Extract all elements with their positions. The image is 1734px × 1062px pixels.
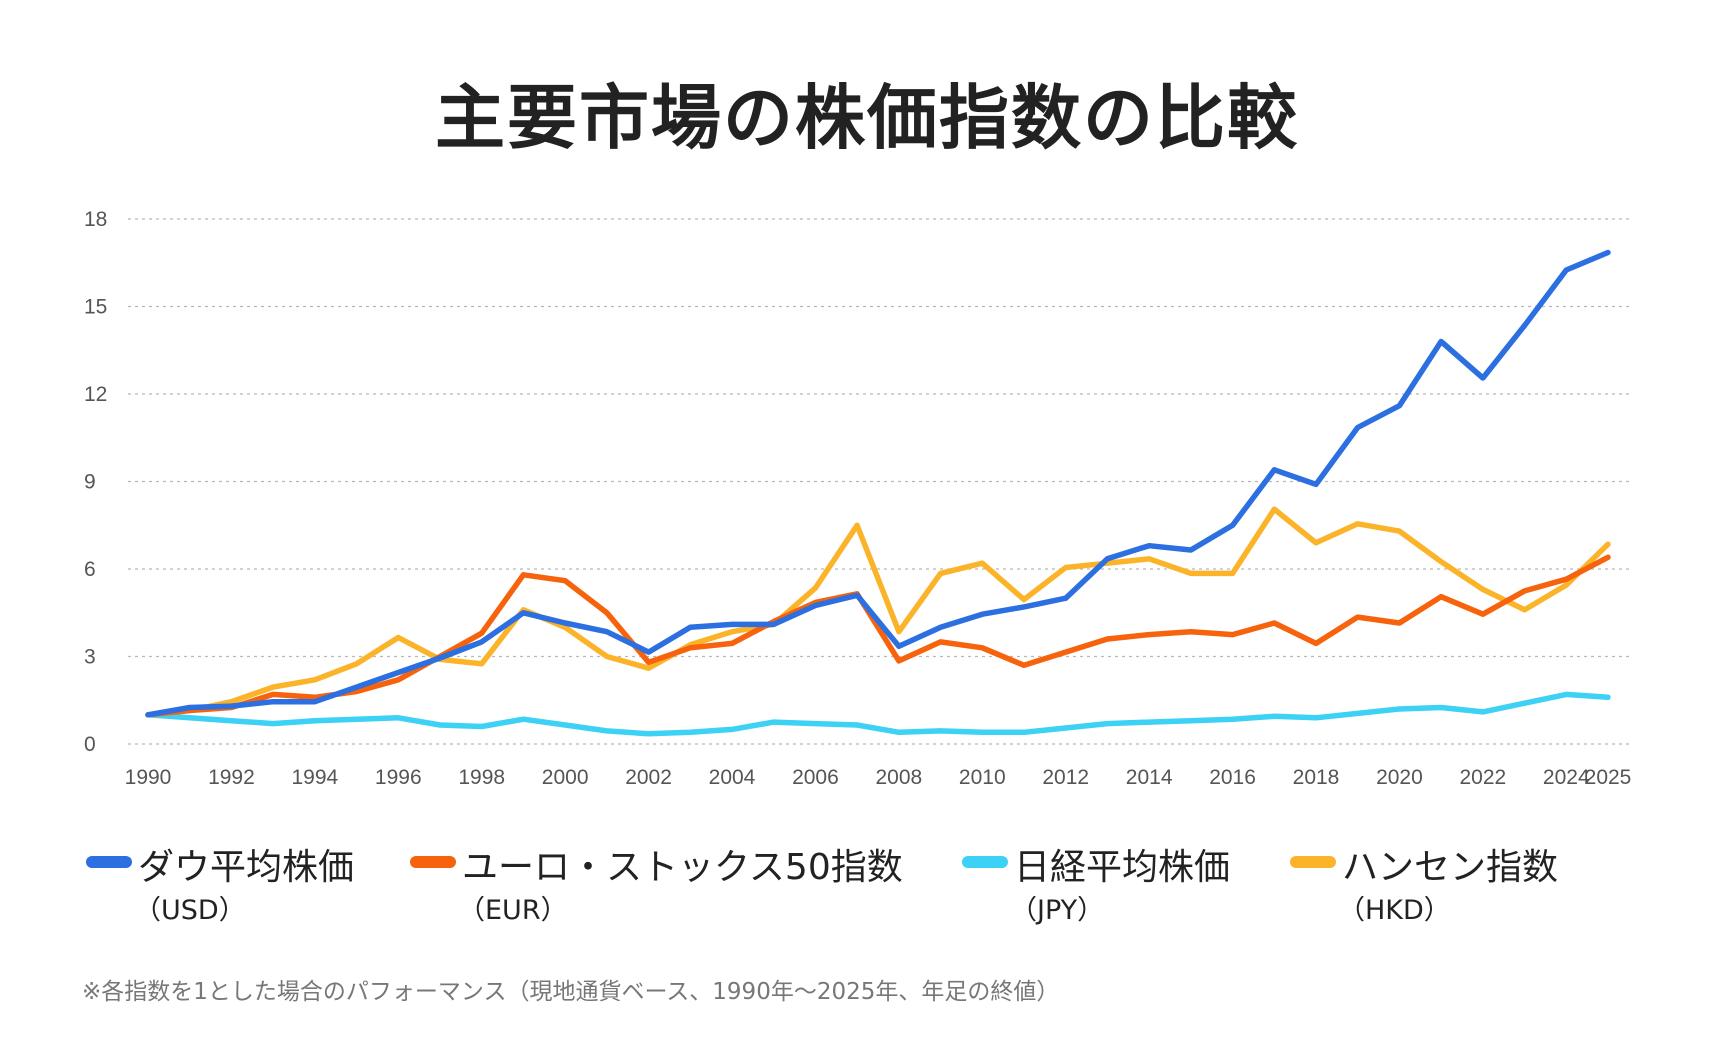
y-tick-label: 9 [84, 471, 96, 494]
x-tick-label: 2024 [1543, 766, 1590, 789]
y-tick-label: 18 [84, 208, 107, 231]
x-tick-label: 1992 [208, 766, 255, 789]
y-tick-label: 0 [84, 733, 96, 756]
x-tick-label: 2000 [542, 766, 589, 789]
legend-label-nikkei: 日経平均株価 [1014, 847, 1231, 888]
legend-swatch-nikkei [962, 856, 1008, 868]
chart-title: 主要市場の株価指数の比較 [435, 77, 1299, 159]
x-tick-label: 2004 [709, 766, 756, 789]
series-line-3 [145, 506, 1611, 718]
series-line-0 [145, 249, 1611, 718]
x-tick-label: 2014 [1126, 766, 1173, 789]
x-tick-label: 2020 [1376, 766, 1423, 789]
x-tick-label: 2006 [792, 766, 839, 789]
legend-currency-dow: （USD） [134, 895, 246, 926]
y-tick-label: 12 [84, 383, 107, 406]
x-tick-label: 2018 [1293, 766, 1340, 789]
x-tick-label: 1990 [125, 766, 172, 789]
x-tick-label: 2002 [625, 766, 672, 789]
y-tick-label: 15 [84, 296, 107, 319]
x-tick-label: 2022 [1459, 766, 1506, 789]
footnote: ※各指数を1とした場合のパフォーマンス（現地通貨ベース、1990年〜2025年、… [82, 979, 1060, 1005]
legend-currency-hangseng: （HKD） [1338, 895, 1451, 926]
legend-label-eurostoxx: ユーロ・ストックス50指数 [462, 847, 903, 888]
y-tick-label: 6 [84, 558, 96, 581]
series-line-1 [145, 554, 1611, 718]
legend-label-hangseng: ハンセン指数 [1342, 847, 1559, 888]
x-tick-label: 2016 [1209, 766, 1256, 789]
line-chart: 0 3 6 9 12 15 18 1990 1992 1994 1996 1998 2000 2002 20… [84, 208, 1632, 789]
x-tick-label: 1994 [291, 766, 338, 789]
legend-swatch-hangseng [1290, 856, 1336, 868]
legend-currency-eurostoxx: （EUR） [458, 895, 568, 926]
x-tick-label: 2012 [1042, 766, 1089, 789]
x-tick-label: 1998 [458, 766, 505, 789]
legend-label-dow: ダウ平均株価 [138, 847, 355, 888]
x-tick-label: 2010 [959, 766, 1006, 789]
legend-swatch-eurostoxx [410, 856, 456, 868]
legend-swatch-dow [86, 856, 132, 868]
legend: ダウ平均株価 （USD） ユーロ・ストックス50指数 （EUR） 日経平均株価 … [0, 838, 1734, 928]
y-tick-label: 3 [84, 646, 96, 669]
x-tick-label: 2008 [875, 766, 922, 789]
x-tick-label: 2025 [1585, 766, 1632, 789]
x-tick-label: 1996 [375, 766, 422, 789]
legend-currency-nikkei: （JPY） [1010, 895, 1105, 926]
series-line-2 [145, 691, 1611, 737]
